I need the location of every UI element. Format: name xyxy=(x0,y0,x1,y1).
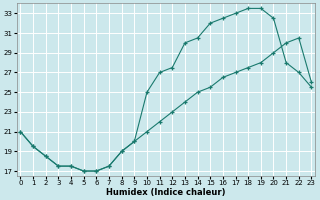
X-axis label: Humidex (Indice chaleur): Humidex (Indice chaleur) xyxy=(106,188,226,197)
